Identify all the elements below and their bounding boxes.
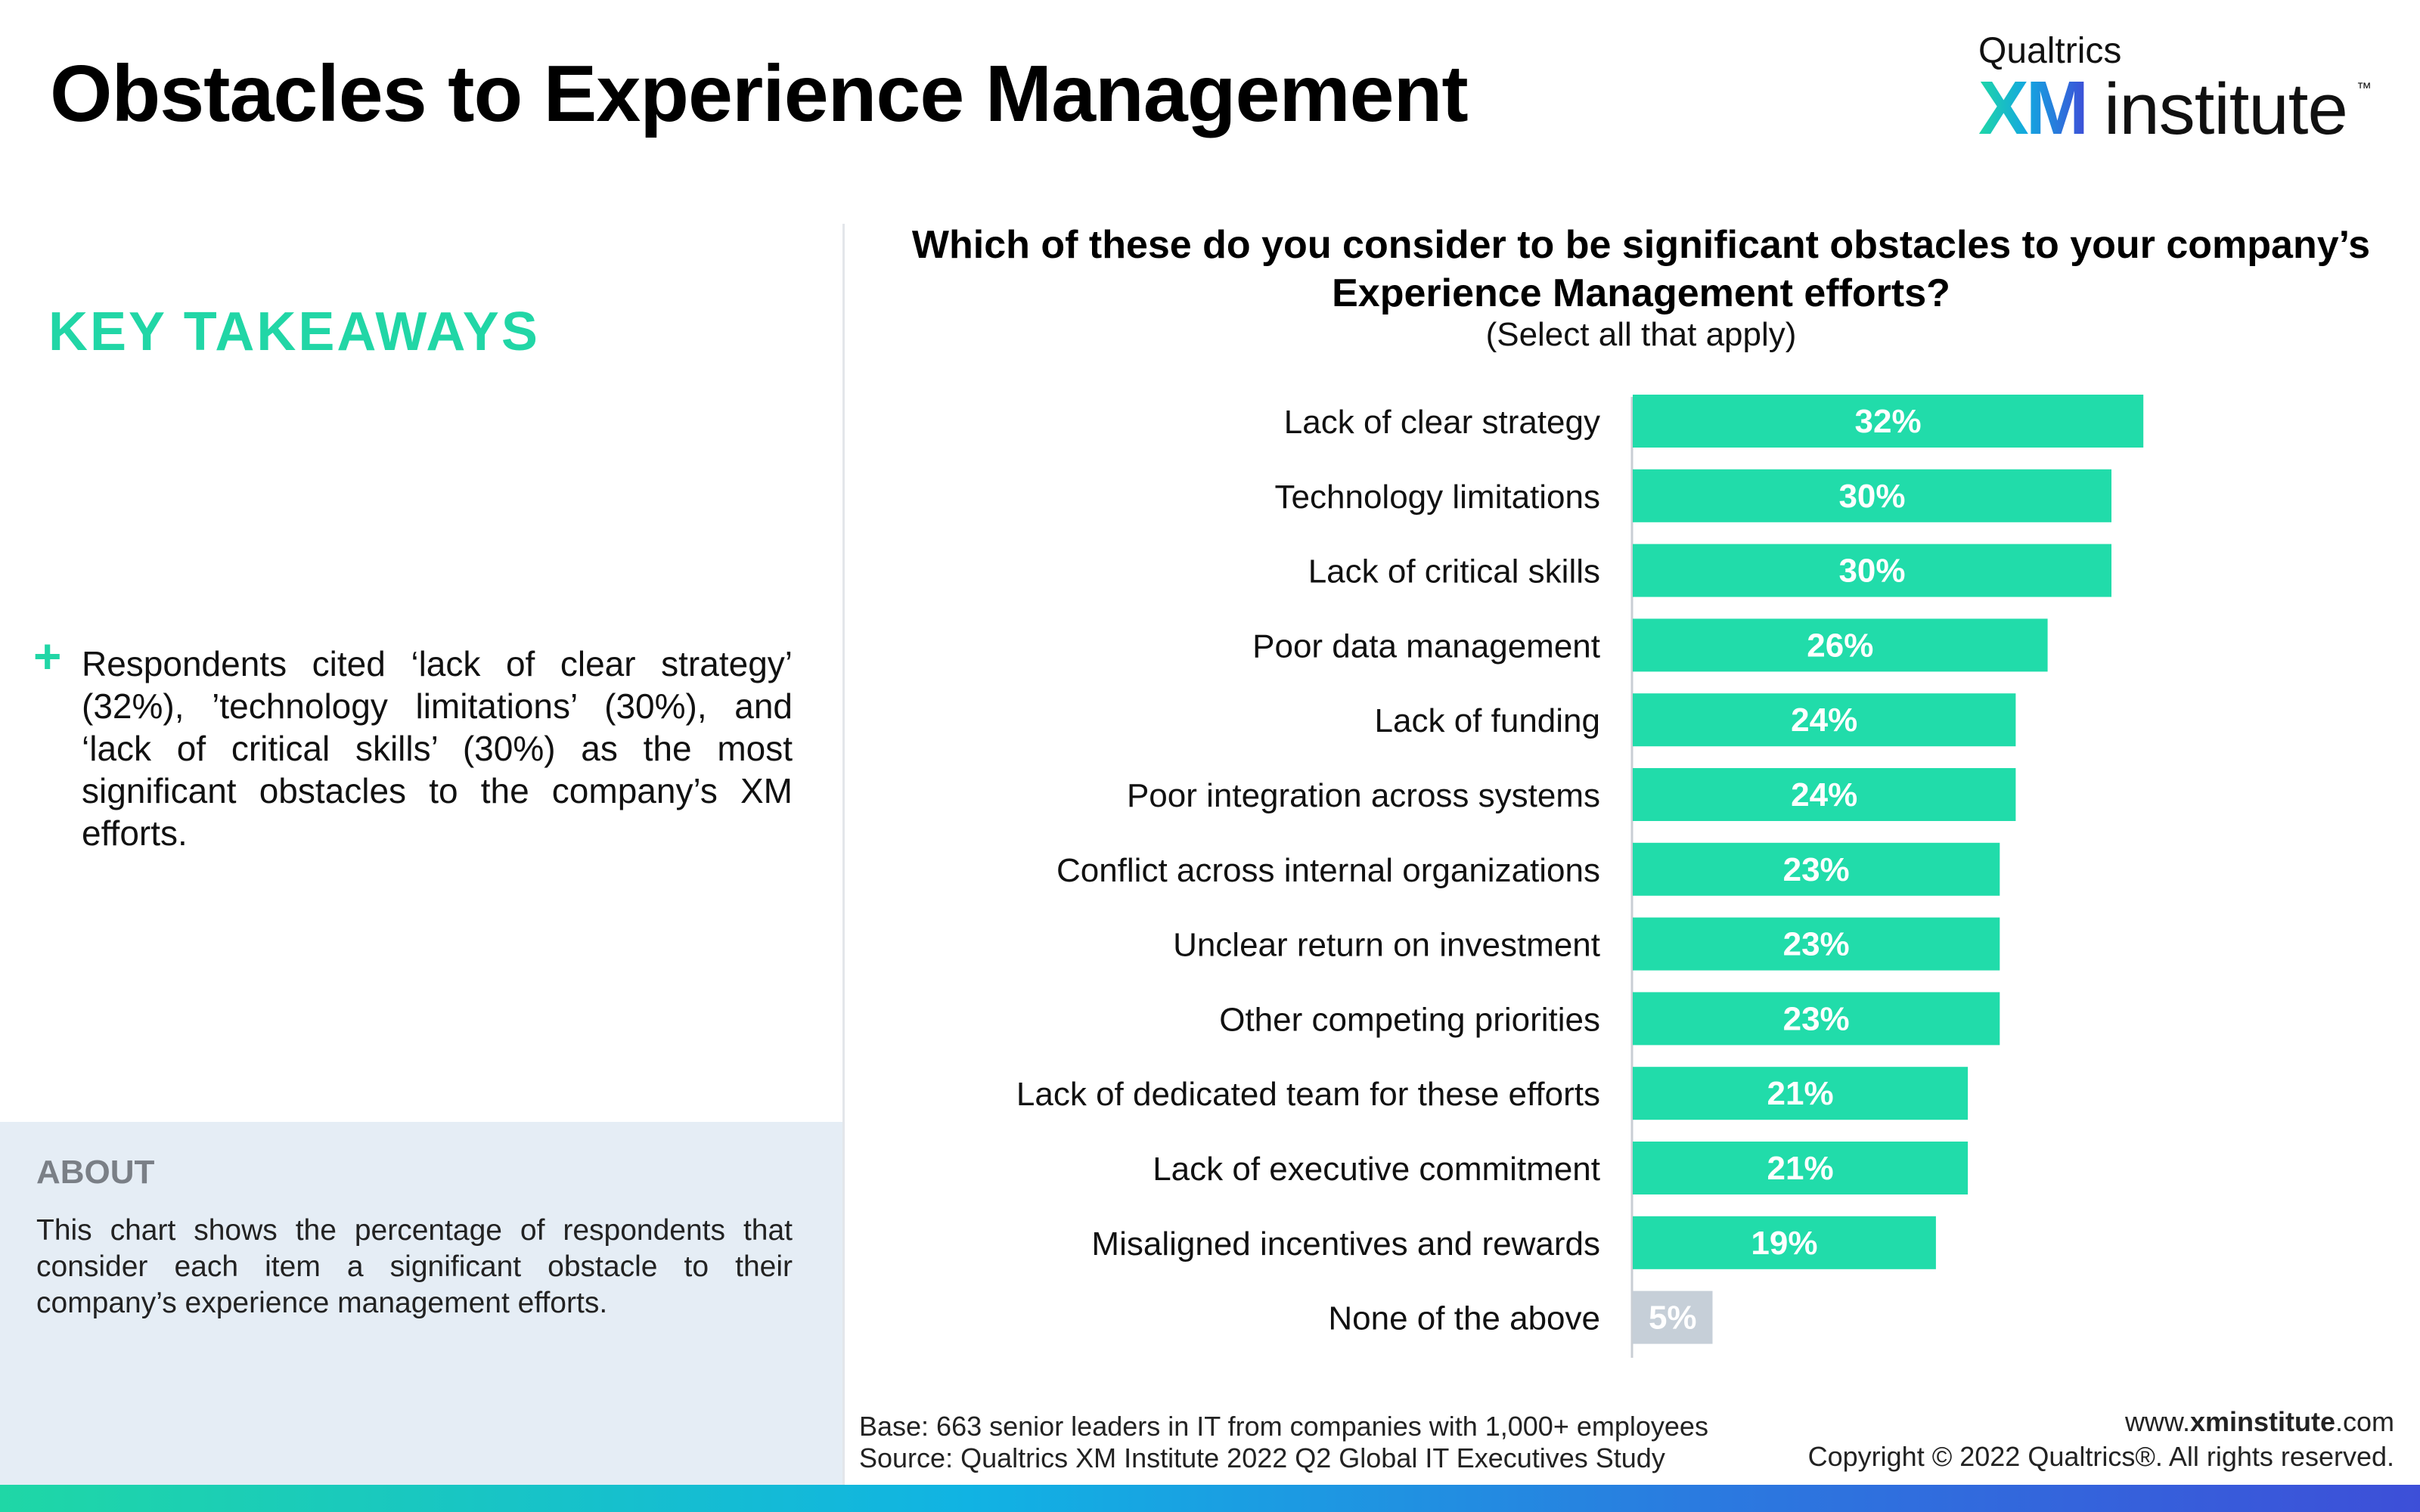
panel-divider <box>842 224 845 1485</box>
page-title: Obstacles to Experience Management <box>50 49 1469 138</box>
bar <box>1633 618 2048 672</box>
bar-value-label: 30% <box>1838 553 1905 590</box>
bar <box>1633 1067 1969 1120</box>
bar-value-label: 23% <box>1783 926 1850 963</box>
source-note: Source: Qualtrics XM Institute 2022 Q2 G… <box>859 1442 1665 1473</box>
chart-subtitle: (Select all that apply) <box>1485 316 1797 353</box>
bar <box>1633 469 2111 522</box>
bar-value-label: 21% <box>1767 1075 1834 1112</box>
category-label: Lack of funding <box>1375 702 1600 739</box>
bar-value-label: 23% <box>1783 851 1850 888</box>
category-label: Lack of clear strategy <box>1284 404 1600 441</box>
bar <box>1633 992 2000 1046</box>
category-label: Other competing priorities <box>1219 1001 1600 1038</box>
bar-value-label: 5% <box>1649 1300 1697 1337</box>
bar-value-label: 30% <box>1838 478 1905 515</box>
category-label: Misaligned incentives and rewards <box>1091 1225 1600 1263</box>
key-takeaways-heading: KEY TAKEAWAYS <box>48 302 540 362</box>
bar-value-label: 32% <box>1855 403 1922 440</box>
about-text: This chart shows the percentage of respo… <box>36 1214 793 1319</box>
about-panel <box>0 1122 842 1485</box>
base-note: Base: 663 senior leaders in IT from comp… <box>859 1411 1708 1442</box>
category-label: Lack of executive commitment <box>1153 1151 1600 1188</box>
copyright-text: Copyright © 2022 Qualtrics®. All rights … <box>1807 1441 2394 1472</box>
bar <box>1633 1216 1936 1269</box>
bar <box>1633 768 2016 821</box>
bar <box>1633 693 2016 747</box>
bar-value-label: 23% <box>1783 1000 1850 1037</box>
plus-icon: + <box>33 629 62 683</box>
bar <box>1633 1142 1969 1194</box>
bar <box>1633 917 2000 971</box>
category-label: Unclear return on investment <box>1173 927 1600 964</box>
category-label: Lack of dedicated team for these efforts <box>1016 1076 1600 1113</box>
logo-xm-text: XM <box>1978 66 2089 150</box>
brand-gradient-bar <box>0 1485 2420 1512</box>
chart-footnote: Base: 663 senior leaders in IT from comp… <box>859 1411 1708 1474</box>
bar <box>1633 544 2111 597</box>
category-label: Lack of critical skills <box>1308 553 1600 590</box>
bar-value-label: 21% <box>1767 1150 1834 1187</box>
category-label: Poor data management <box>1252 627 1600 665</box>
category-label: Technology limitations <box>1275 479 1600 516</box>
logo-trademark: ™ <box>2356 80 2372 97</box>
about-heading: ABOUT <box>36 1154 155 1191</box>
logo-qualtrics-text: Qualtrics <box>1978 31 2122 71</box>
bar-value-label: 19% <box>1751 1225 1817 1262</box>
copyright-block: www.xminstitute.com Copyright © 2022 Qua… <box>1808 1405 2394 1474</box>
bar <box>1633 842 2000 896</box>
xm-institute-logo: Qualtrics XM institute ™ <box>1978 30 2372 151</box>
category-label: Poor integration across systems <box>1127 777 1600 814</box>
bar-value-label: 24% <box>1791 702 1857 739</box>
website-link[interactable]: www.xminstitute.com <box>2124 1406 2394 1437</box>
bar-value-label: 24% <box>1791 776 1857 813</box>
category-label: Conflict across internal organizations <box>1056 852 1600 889</box>
bar <box>1633 1290 1713 1344</box>
key-takeaway-bullet: Respondents cited ‘lack of clear strateg… <box>82 644 793 853</box>
bar-value-label: 26% <box>1807 627 1873 664</box>
obstacles-bar-chart: Lack of clear strategy 32% Technology limi… <box>1016 395 2144 1358</box>
logo-institute-text: institute <box>2104 69 2348 150</box>
bar <box>1633 395 2144 448</box>
category-label: None of the above <box>1328 1300 1600 1337</box>
chart-title: Which of these do you consider to be sig… <box>911 223 2371 315</box>
